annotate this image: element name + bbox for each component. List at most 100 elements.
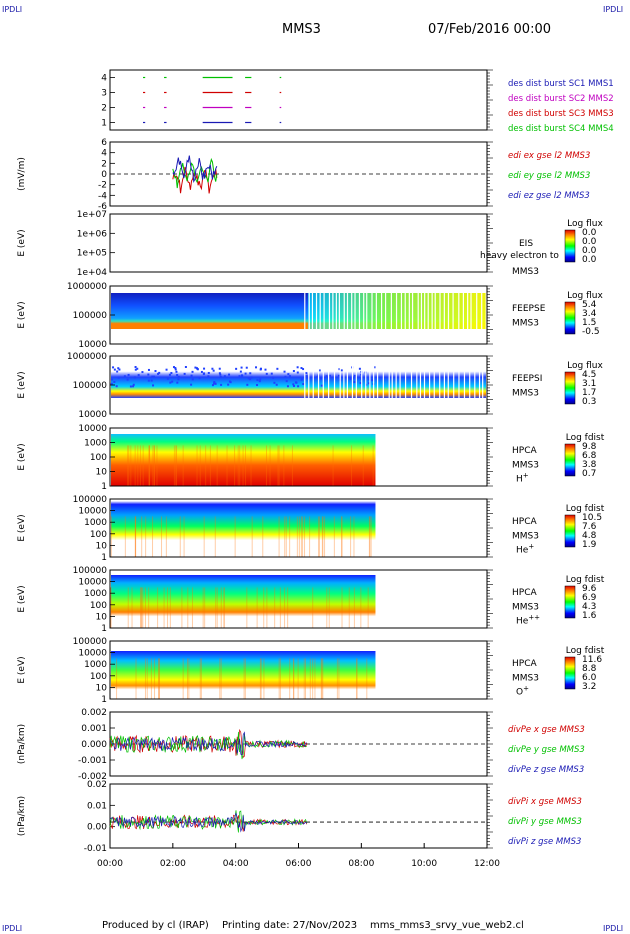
y-tick-label: 1000 xyxy=(84,518,107,528)
speckle xyxy=(247,377,250,380)
corner-label-bl: IPDLI xyxy=(2,924,23,933)
y-tick-label: 1e+05 xyxy=(77,249,107,259)
speckle xyxy=(259,368,262,371)
y-tick-label: 4 xyxy=(101,149,107,159)
speckle xyxy=(296,366,299,369)
footer-printing-date: Printing date: 27/Nov/2023 xyxy=(222,920,358,931)
speckle xyxy=(191,378,194,381)
speckle xyxy=(239,370,242,373)
spacecraft-label: MMS3 xyxy=(512,267,539,277)
divp-series xyxy=(109,812,308,833)
colorbar-tick-label: 6.8 xyxy=(582,451,597,461)
legend-entry: des dist burst SC4 MMS4 xyxy=(508,124,614,134)
y-tick-label: 100 xyxy=(90,601,107,611)
speckle xyxy=(286,385,289,388)
x-tick-label: 02:00 xyxy=(160,859,186,869)
y-tick-label: 1 xyxy=(101,624,107,634)
species-label: He++ xyxy=(516,613,540,626)
speckle xyxy=(190,383,193,386)
speckle xyxy=(273,381,276,384)
x-tick-label: 00:00 xyxy=(97,859,123,869)
species-label: H+ xyxy=(516,471,529,484)
speckle xyxy=(129,385,132,388)
y-tick-label: 100 xyxy=(90,530,107,540)
legend-entry: des dist burst SC2 MMS2 xyxy=(508,94,614,104)
y-axis-label: E (eV) xyxy=(17,443,27,470)
corner-label-tl: IPDLI xyxy=(2,5,23,14)
speckle xyxy=(116,370,119,373)
speckle xyxy=(367,382,370,385)
y-tick-label: -0.01 xyxy=(84,844,107,854)
speckle xyxy=(113,380,116,383)
y-tick-label: 3 xyxy=(101,89,107,99)
speckle xyxy=(292,383,295,386)
speckle xyxy=(133,376,136,379)
colorbar-tick-label: 3.4 xyxy=(582,309,597,319)
speckle xyxy=(132,383,135,386)
legend-entry: divPi x gse MMS3 xyxy=(508,797,582,807)
y-tick-label: 1 xyxy=(101,119,107,129)
speckle xyxy=(176,381,179,384)
speckle xyxy=(288,375,291,378)
colorbar-tick-label: 1.5 xyxy=(582,318,596,328)
y-axis-label: E (eV) xyxy=(17,656,27,683)
speckle xyxy=(284,375,287,378)
speckle xyxy=(175,370,178,373)
speckle xyxy=(255,366,258,369)
speckle xyxy=(141,371,144,374)
speckle xyxy=(112,366,115,369)
speckle xyxy=(211,384,214,387)
speckle xyxy=(126,378,129,381)
speckle xyxy=(219,373,222,376)
y-tick-label: 10000 xyxy=(78,424,107,434)
colorbar xyxy=(564,656,576,690)
x-tick-label: 10:00 xyxy=(411,859,437,869)
speckle xyxy=(200,370,203,373)
y-tick-label: 10 xyxy=(96,468,108,478)
speckle xyxy=(207,375,210,378)
y-tick-label: 0 xyxy=(101,170,107,180)
speckle xyxy=(256,384,259,387)
y-tick-label: 0.02 xyxy=(87,780,107,790)
y-tick-label: 1 xyxy=(101,482,107,492)
colorbar-tick-label: 1.9 xyxy=(582,540,597,550)
y-tick-label: 1000000 xyxy=(67,352,107,362)
spacecraft-label: MMS3 xyxy=(512,531,539,541)
spectrogram-fill xyxy=(111,501,376,557)
y-tick-label: 10000 xyxy=(78,410,107,420)
colorbar-tick-label: 8.8 xyxy=(582,664,597,674)
speckle xyxy=(137,374,140,377)
colorbar-tick-label: 0.0 xyxy=(582,228,597,238)
edi-series xyxy=(172,155,218,183)
spectrogram-fill xyxy=(111,434,376,486)
speckle xyxy=(183,372,186,375)
y-axis-label: (mV/m) xyxy=(17,157,27,191)
speckle xyxy=(147,373,150,376)
speckle xyxy=(196,368,199,371)
speckle xyxy=(256,379,259,382)
speckle xyxy=(213,381,216,384)
speckle xyxy=(287,373,290,376)
speckle xyxy=(214,382,217,385)
colorbar-tick-label: 11.6 xyxy=(582,655,602,665)
speckle xyxy=(264,368,267,371)
colorbar xyxy=(564,301,576,335)
y-axis-label: E (eV) xyxy=(17,514,27,541)
speckle xyxy=(275,383,278,386)
spectrogram-fill xyxy=(111,575,376,628)
instrument-label: HPCA xyxy=(512,659,537,669)
y-tick-label: 1000000 xyxy=(67,282,107,292)
instrument-label: FEEPSE xyxy=(512,304,546,314)
legend-entry: des dist burst SC3 MMS3 xyxy=(508,109,614,119)
y-tick-label: 10000 xyxy=(78,507,107,517)
panel-frame-eis xyxy=(109,213,488,273)
y-axis-label: E (eV) xyxy=(17,301,27,328)
y-tick-label: 0.002 xyxy=(81,708,107,718)
speckle xyxy=(349,377,352,380)
speckle xyxy=(373,366,376,369)
y-tick-label: 0.01 xyxy=(87,801,107,811)
speckle xyxy=(241,374,244,377)
y-tick-label: -2 xyxy=(98,181,107,191)
speckle xyxy=(158,371,161,374)
y-tick-label: 4 xyxy=(101,74,107,84)
